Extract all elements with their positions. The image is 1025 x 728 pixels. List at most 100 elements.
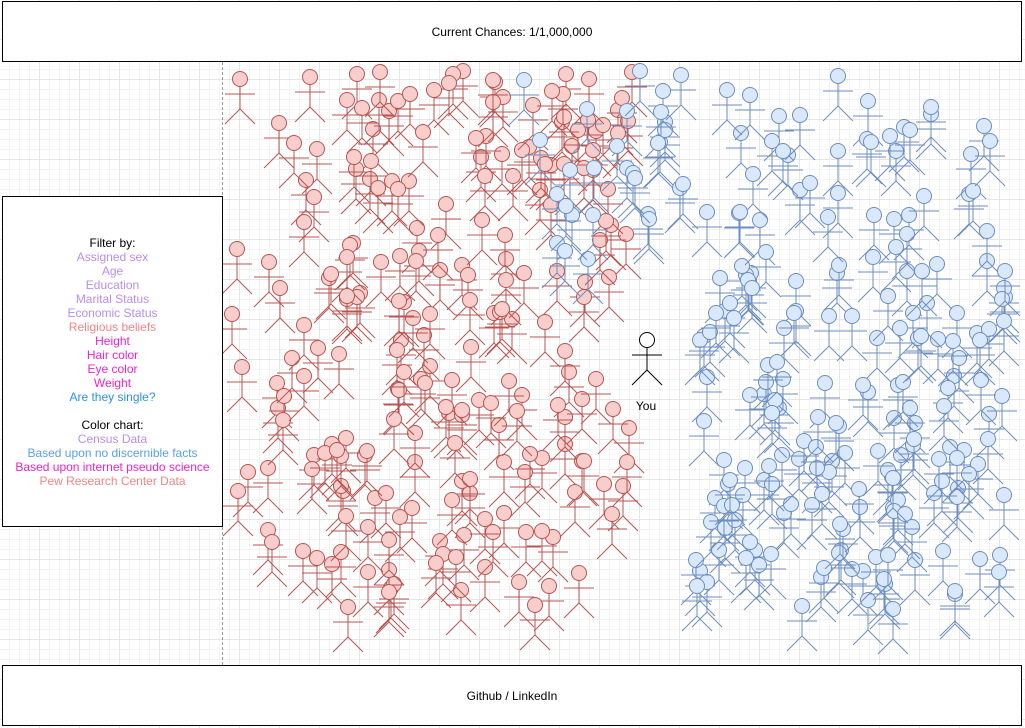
color-chart-list: Census Data Based upon no discernible fac… [15, 432, 209, 488]
red-person-157 [592, 181, 624, 235]
blue-person-133 [971, 223, 1003, 277]
red-person-84 [253, 254, 285, 308]
red-person-124 [455, 339, 487, 393]
red-person-88 [221, 241, 253, 295]
red-person-101 [563, 565, 595, 619]
blue-person-145 [898, 431, 930, 485]
blue-person-83 [822, 68, 854, 122]
blue-person-41 [786, 598, 818, 652]
filter-panel: Filter by: Assigned sex Age Education Marit… [2, 196, 223, 527]
filter-option-5[interactable]: Economic Status [67, 305, 158, 320]
red-person-133 [325, 544, 357, 598]
color-chart-entry-1: Census Data [77, 431, 148, 446]
red-person-209 [440, 549, 472, 603]
current-chances-text: Current Chances: 1/1,000,000 [431, 24, 593, 39]
red-person-182 [597, 401, 629, 455]
blue-person-126 [788, 433, 820, 487]
red-person-175 [486, 301, 518, 355]
red-person-45 [463, 392, 495, 446]
blue-person-178 [937, 333, 969, 387]
blue-person-15 [823, 257, 855, 311]
github-linkedin-links[interactable]: Github / LinkedIn [466, 688, 558, 703]
red-person-137 [587, 117, 619, 171]
blue-person-57 [861, 330, 893, 384]
filter-option-9[interactable]: Eye color [87, 361, 138, 376]
blue-person-136 [812, 209, 844, 263]
header-bar: Current Chances: 1/1,000,000 [2, 1, 1022, 62]
filter-option-4[interactable]: Marital Status [75, 291, 150, 306]
red-person-63 [352, 564, 384, 618]
blue-person-75 [524, 132, 556, 186]
red-person-49 [508, 265, 540, 319]
red-person-167 [414, 306, 446, 360]
red-person-169 [475, 395, 507, 449]
blue-person-195 [691, 204, 723, 258]
blue-person-77 [624, 63, 656, 117]
blue-person-173 [711, 82, 743, 136]
red-person-171 [477, 524, 509, 578]
filter-option-1[interactable]: Assigned sex [76, 249, 149, 264]
blue-person-170 [724, 204, 756, 258]
red-person-53 [252, 460, 284, 514]
blue-person-180 [700, 305, 732, 359]
blue-person-211 [988, 313, 1020, 367]
color-chart-entry-3: Based upon internet pseudo science [15, 459, 210, 474]
blue-person-217 [716, 497, 748, 551]
red-person-162 [378, 411, 410, 465]
red-person-148 [351, 443, 383, 497]
blue-person-218 [778, 305, 810, 359]
blue-person-43 [571, 101, 603, 155]
filter-option-2[interactable]: Age [101, 263, 124, 278]
filter-option-10[interactable]: Weight [93, 375, 132, 390]
filter-option-7[interactable]: Height [95, 333, 130, 348]
blue-person-165 [921, 256, 953, 310]
blue-person-201 [730, 550, 762, 604]
red-person-35 [264, 280, 296, 334]
filter-option-6[interactable]: Religious beliefs [68, 319, 157, 334]
color-chart-entry-4: Pew Research Center Data [39, 473, 186, 488]
red-person-131 [290, 172, 322, 226]
blue-person-185 [633, 211, 665, 265]
blue-person-73 [862, 443, 894, 497]
red-person-176 [364, 64, 396, 118]
blue-person-203 [718, 310, 750, 364]
blue-person-67 [805, 569, 837, 623]
red-person-90 [488, 454, 520, 508]
blue-person-163 [847, 377, 879, 431]
red-person-66 [384, 248, 416, 302]
blue-person-92 [852, 384, 884, 438]
blue-person-132 [577, 207, 609, 261]
you-figure [631, 332, 663, 386]
red-person-174 [489, 227, 521, 281]
blue-person-115 [941, 489, 973, 543]
blue-person-33 [572, 251, 604, 305]
red-person-86 [301, 141, 333, 195]
filter-option-3[interactable]: Education [85, 277, 140, 292]
red-person-38 [373, 532, 405, 586]
blue-person-209 [906, 263, 938, 317]
red-person-199 [422, 227, 454, 281]
red-person-196 [568, 453, 600, 507]
red-person-211 [446, 402, 478, 456]
blue-person-225 [761, 354, 793, 408]
red-person-144 [400, 253, 432, 307]
red-person-61 [420, 555, 452, 609]
red-person-153 [296, 461, 328, 515]
blue-person-112 [939, 583, 971, 637]
blue-person-188 [756, 133, 788, 187]
red-person-23 [588, 476, 620, 530]
blue-person-123 [943, 350, 975, 404]
red-person-138 [278, 135, 310, 189]
red-person-224 [439, 435, 471, 489]
red-person-165 [596, 506, 628, 560]
red-person-186 [294, 69, 326, 123]
red-person-192 [573, 71, 605, 125]
red-person-19 [222, 483, 254, 537]
filter-option-8[interactable]: Hair color [86, 347, 139, 362]
blue-person-137 [887, 374, 919, 428]
red-person-91 [263, 115, 295, 169]
filter-option-11[interactable]: Are they single? [69, 389, 156, 404]
red-person-145 [354, 171, 386, 225]
red-person-112 [549, 343, 581, 397]
red-person-136 [566, 391, 598, 445]
